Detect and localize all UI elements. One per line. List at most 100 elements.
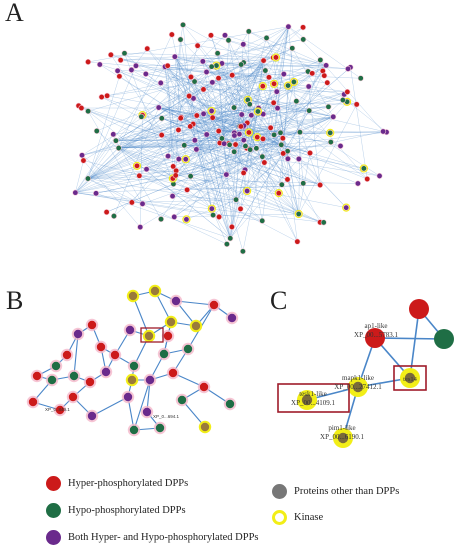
node bbox=[236, 131, 243, 138]
edge bbox=[87, 111, 212, 209]
node bbox=[165, 153, 172, 160]
label-pim1-acc: XP_00...6190.1 bbox=[320, 433, 364, 441]
edge bbox=[164, 66, 180, 160]
edge bbox=[147, 48, 220, 144]
edge bbox=[174, 56, 236, 145]
edge bbox=[118, 147, 298, 242]
node bbox=[177, 36, 184, 43]
edge bbox=[262, 86, 299, 215]
node bbox=[138, 113, 145, 120]
node bbox=[242, 143, 249, 150]
node bbox=[142, 407, 152, 417]
node bbox=[104, 92, 111, 99]
legend-kinase: Kinase bbox=[272, 510, 323, 525]
edge bbox=[224, 35, 327, 66]
node bbox=[115, 145, 122, 152]
edge bbox=[235, 199, 263, 221]
edge bbox=[174, 56, 186, 160]
node bbox=[246, 101, 253, 108]
node bbox=[72, 189, 79, 196]
edge bbox=[83, 160, 141, 228]
node bbox=[254, 134, 261, 141]
edge bbox=[172, 195, 237, 200]
node bbox=[96, 61, 103, 68]
node bbox=[171, 296, 181, 306]
edge bbox=[75, 160, 84, 193]
node bbox=[96, 342, 106, 352]
node bbox=[380, 128, 387, 135]
kinase-swatch-icon bbox=[272, 510, 287, 525]
node bbox=[203, 131, 210, 138]
edge bbox=[120, 57, 274, 61]
edge bbox=[320, 59, 384, 132]
edge bbox=[203, 26, 289, 114]
edge bbox=[167, 107, 278, 157]
edge bbox=[82, 107, 259, 156]
edge bbox=[115, 140, 162, 220]
edge bbox=[87, 111, 143, 204]
node bbox=[200, 422, 210, 432]
edge bbox=[211, 66, 368, 180]
node bbox=[248, 112, 255, 119]
nodes-c bbox=[297, 299, 454, 448]
node bbox=[289, 45, 296, 52]
edge bbox=[246, 162, 265, 192]
edge bbox=[124, 53, 276, 58]
edge bbox=[196, 149, 263, 221]
node bbox=[238, 61, 245, 68]
node bbox=[208, 63, 215, 70]
edge bbox=[139, 175, 263, 221]
edge bbox=[96, 82, 213, 132]
node bbox=[300, 180, 307, 187]
edge bbox=[374, 337, 445, 340]
edge bbox=[175, 300, 215, 306]
edge bbox=[247, 99, 387, 133]
node bbox=[307, 149, 314, 156]
label-tesk1-name: tesk1-like bbox=[299, 390, 327, 398]
label-ap1: ap1-like XP_00...5783.1 bbox=[354, 322, 398, 339]
edge bbox=[161, 118, 321, 186]
node bbox=[181, 142, 188, 149]
node bbox=[159, 349, 169, 359]
legend-both-label: Both Hyper- and Hypo-phosphorylated DPPs bbox=[68, 532, 259, 543]
node bbox=[343, 204, 350, 211]
node bbox=[158, 115, 165, 122]
node bbox=[121, 50, 128, 57]
node bbox=[157, 79, 164, 86]
edge bbox=[266, 37, 321, 186]
edge bbox=[174, 156, 263, 218]
node bbox=[125, 325, 135, 335]
edge bbox=[283, 153, 364, 169]
node bbox=[158, 132, 165, 139]
node bbox=[128, 199, 135, 206]
edge bbox=[165, 39, 304, 67]
edge bbox=[221, 63, 252, 116]
legend-hypo: Hypo-phosphorylated DPPs bbox=[46, 503, 186, 518]
edge bbox=[246, 153, 284, 192]
node bbox=[221, 32, 228, 39]
node bbox=[169, 193, 176, 200]
highlight-box-tesk1 bbox=[277, 383, 350, 413]
node-right bbox=[434, 329, 454, 349]
label-mapk1-acc: XP_00...27412.1 bbox=[334, 383, 382, 391]
node bbox=[213, 62, 220, 69]
node-pim1 bbox=[337, 432, 349, 444]
edge bbox=[196, 115, 279, 194]
panel-a-letter: A bbox=[5, 0, 24, 27]
edge bbox=[226, 64, 242, 175]
node bbox=[364, 176, 371, 183]
node bbox=[175, 156, 182, 163]
edge bbox=[283, 153, 358, 184]
node bbox=[117, 57, 124, 64]
edge bbox=[186, 60, 264, 220]
edge bbox=[87, 172, 244, 179]
edge bbox=[221, 138, 282, 145]
node bbox=[274, 105, 281, 112]
edge bbox=[87, 166, 174, 179]
node-mapk1 bbox=[352, 381, 364, 393]
node bbox=[209, 114, 216, 121]
node bbox=[139, 200, 146, 207]
node bbox=[163, 331, 173, 341]
edge bbox=[180, 39, 219, 79]
